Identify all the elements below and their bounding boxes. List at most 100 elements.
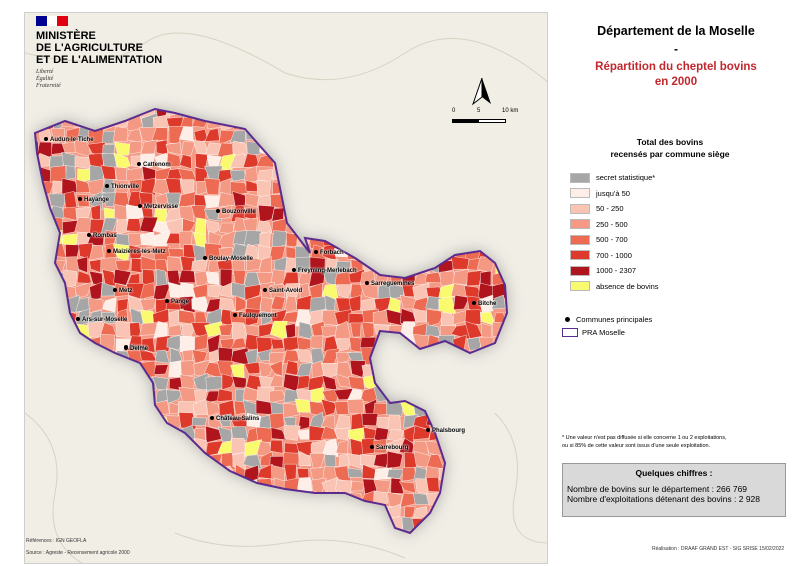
commune-polygon: [191, 417, 207, 426]
commune-polygon: [179, 534, 194, 548]
commune-polygon: [35, 243, 36, 261]
commune-polygon: [193, 517, 209, 533]
commune-polygon: [51, 454, 67, 467]
commune-polygon: [155, 139, 168, 156]
commune-polygon: [493, 464, 506, 484]
commune-polygon: [377, 350, 392, 366]
commune-polygon: [413, 308, 431, 323]
commune-polygon: [308, 494, 327, 509]
commune-polygon: [516, 491, 532, 504]
commune-polygon: [478, 193, 495, 210]
commune-polygon: [478, 464, 496, 483]
commune-polygon: [218, 347, 233, 364]
key-figures-heading: Quelques chiffres :: [635, 468, 713, 478]
commune-polygon: [454, 168, 466, 184]
commune-polygon: [504, 151, 507, 170]
commune-polygon: [388, 109, 404, 119]
commune-polygon: [492, 243, 507, 262]
commune-polygon: [220, 109, 236, 119]
commune-polygon: [208, 285, 222, 298]
commune-polygon: [455, 350, 468, 364]
commune-polygon: [128, 414, 142, 431]
commune-polygon: [257, 113, 270, 130]
commune-polygon: [102, 372, 118, 389]
commune-polygon: [390, 166, 405, 184]
commune-polygon: [494, 181, 506, 196]
commune-polygon: [50, 359, 67, 379]
commune-polygon: [450, 465, 471, 483]
commune-polygon: [89, 438, 103, 454]
commune-polygon: [35, 231, 42, 248]
commune-polygon: [114, 141, 131, 156]
key-figures-box: Quelques chiffres : Nombre de bovins sur…: [562, 463, 786, 517]
commune-polygon: [138, 516, 158, 533]
commune-polygon: [361, 321, 375, 340]
legend-swatch: [570, 234, 590, 245]
commune-polygon: [35, 165, 40, 183]
commune-polygon: [77, 464, 93, 479]
commune-polygon: [35, 439, 40, 456]
commune-polygon: [412, 229, 429, 249]
commune-polygon: [492, 531, 507, 533]
commune-polygon: [324, 180, 341, 197]
commune-polygon: [505, 231, 507, 248]
commune-polygon: [361, 205, 380, 219]
commune-polygon: [62, 440, 77, 456]
commune-polygon: [493, 400, 507, 414]
legend-swatch: [570, 265, 590, 276]
legend: secret statistique* jusqu'à 50 50 - 250 …: [570, 170, 659, 294]
commune-polygon: [517, 531, 533, 547]
commune-polygon: [283, 516, 301, 533]
commune-polygon: [400, 308, 417, 324]
city-faulquemont: Faulquemont: [233, 313, 277, 319]
commune-polygon: [320, 506, 340, 518]
city-chateausalins: Château-Salins: [210, 416, 259, 422]
commune-polygon: [205, 272, 220, 285]
commune-polygon: [520, 218, 533, 231]
commune-polygon: [312, 166, 323, 184]
commune-polygon: [89, 281, 103, 301]
commune-polygon: [153, 427, 171, 445]
commune-polygon: [35, 503, 42, 520]
commune-polygon: [401, 109, 416, 117]
commune-polygon: [100, 504, 118, 521]
commune-polygon: [273, 256, 288, 273]
commune-polygon: [152, 507, 170, 521]
commune-polygon: [218, 515, 234, 533]
commune-polygon: [61, 362, 80, 378]
commune-polygon: [438, 518, 457, 533]
commune-polygon: [114, 109, 131, 118]
commune-polygon: [375, 361, 390, 377]
city-bitche: Bitche: [472, 301, 496, 307]
commune-polygon: [234, 516, 247, 532]
commune-polygon: [73, 359, 90, 379]
commune-polygon: [258, 256, 272, 275]
commune-polygon: [35, 282, 39, 301]
commune-polygon: [219, 282, 234, 298]
legend-swatch: [570, 281, 590, 292]
city-rombas: Rombas: [87, 233, 117, 239]
commune-polygon: [477, 206, 496, 222]
legend-swatch: [570, 203, 590, 214]
commune-polygon: [207, 478, 223, 495]
commune-polygon: [49, 321, 66, 336]
commune-polygon: [49, 389, 67, 402]
commune-polygon: [37, 362, 53, 379]
commune-polygon: [269, 115, 284, 129]
commune-polygon: [126, 517, 141, 533]
commune-polygon: [242, 153, 260, 168]
commune-polygon: [477, 478, 494, 496]
commune-polygon: [519, 246, 533, 262]
commune-polygon: [424, 143, 442, 155]
commune-polygon: [36, 490, 51, 507]
commune-polygon: [466, 156, 484, 169]
commune-polygon: [140, 177, 156, 196]
commune-polygon: [141, 425, 154, 444]
commune-polygon: [244, 515, 260, 533]
commune-polygon: [464, 309, 481, 325]
commune-polygon: [465, 414, 482, 431]
commune-polygon: [87, 348, 105, 367]
commune-polygon: [35, 414, 39, 429]
commune-polygon: [258, 506, 272, 520]
commune-polygon: [76, 455, 90, 469]
